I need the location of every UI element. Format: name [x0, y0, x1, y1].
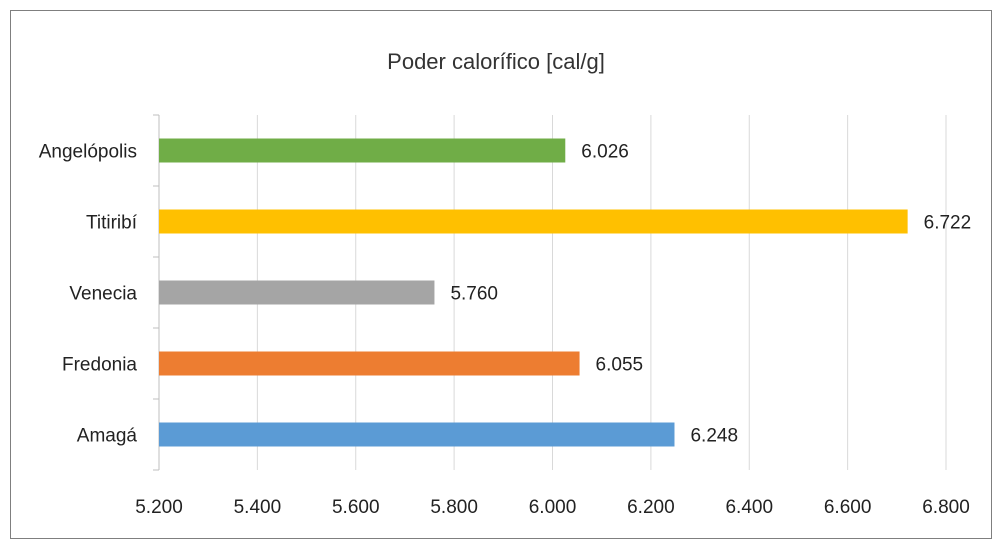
- x-tick-label: 5.400: [234, 497, 282, 518]
- x-tick-label: 5.800: [430, 497, 478, 518]
- x-tick-label: 6.200: [627, 497, 675, 518]
- category-axis: [153, 114, 160, 471]
- gridlines: [256, 115, 947, 470]
- x-tick-label: 6.800: [922, 497, 970, 518]
- x-tick-labels: 5.200 5.400 5.600 5.800 6.000 6.200 6.400 6.600…: [135, 497, 970, 518]
- bar: [159, 138, 566, 163]
- bars-group: Angelópolis 6.026 Titiribí 6.722 Venecia 5.76…: [39, 138, 972, 447]
- bar: [159, 422, 675, 447]
- data-label: 5.760: [450, 284, 498, 305]
- category-label: Angelópolis: [39, 142, 137, 163]
- category-label: Venecia: [69, 284, 137, 305]
- bar: [159, 351, 580, 376]
- category-label: Titiribí: [86, 213, 138, 234]
- x-tick-label: 5.600: [332, 497, 380, 518]
- category-label: Fredonia: [62, 355, 137, 376]
- data-label: 6.722: [924, 213, 972, 234]
- data-label: 6.248: [690, 426, 738, 447]
- bar: [159, 209, 908, 234]
- x-tick-label: 6.600: [824, 497, 872, 518]
- chart-frame: [10, 10, 992, 539]
- x-tick-label: 5.200: [135, 497, 183, 518]
- category-label: Amagá: [77, 426, 138, 447]
- data-label: 6.055: [596, 355, 644, 376]
- x-tick-label: 6.000: [529, 497, 577, 518]
- data-label: 6.026: [581, 142, 629, 163]
- x-tick-label: 6.400: [725, 497, 773, 518]
- chart-title: Poder calorífico [cal/g]: [387, 49, 605, 74]
- bar: [159, 280, 435, 305]
